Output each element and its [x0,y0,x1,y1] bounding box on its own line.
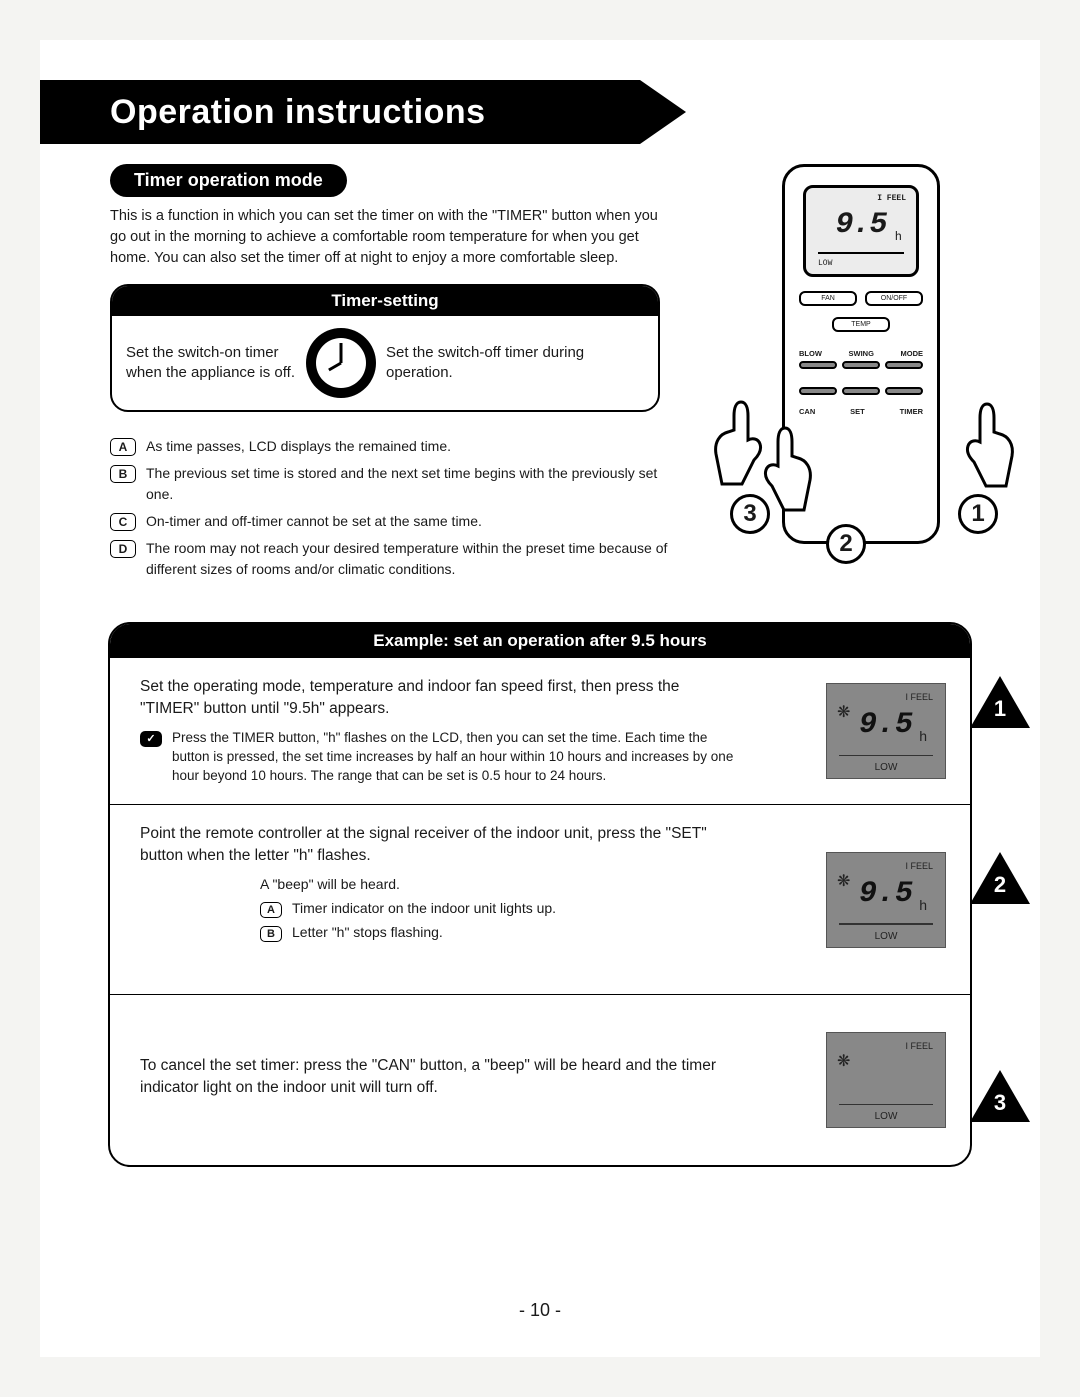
page-number: - 10 - [40,1300,1040,1321]
note-text: The room may not reach your desired temp… [146,538,670,580]
intro-text: This is a function in which you can set … [110,206,660,269]
label-mode: MODE [901,349,924,358]
notes-list: A As time passes, LCD displays the remai… [110,436,670,586]
page: Operation instructions Timer operation m… [40,40,1040,1357]
timer-setting-body: Set the switch-on timer when the applian… [112,316,658,410]
label-set: SET [850,407,865,416]
remote-temp-button: TEMP [832,317,890,332]
lcd-top: I FEEL [905,1041,933,1051]
step-circle-3: 3 [730,494,770,534]
label-can: CAN [799,407,815,416]
note-c: C On-timer and off-timer cannot be set a… [110,511,670,532]
note-a: A As time passes, LCD displays the remai… [110,436,670,457]
lcd-unit: h [895,230,902,244]
note-key: B [260,926,282,942]
step-sub: ✓ Press the TIMER button, "h" flashes on… [140,729,740,786]
fan-icon: ❋ [837,1051,850,1071]
step-main-text: Set the operating mode, temperature and … [140,676,740,719]
lcd-low: LOW [827,762,945,773]
remote-fan-button: FAN [799,291,857,306]
note-key-c: C [110,513,136,531]
clock-icon [306,328,376,398]
lcd-value: 9.5 [827,877,945,911]
lcd-low: LOW [827,931,945,942]
subnote-text: Timer indicator on the indoor unit light… [292,900,556,918]
hand-icon [706,394,776,494]
lcd-top: I FEEL [905,861,933,871]
remote-lcd: I FEEL 9.5 h LOW [803,185,919,277]
step-triangle-1: 1 [970,676,1030,728]
step-sub-text: Press the TIMER button, "h" flashes on t… [172,729,740,786]
note-key: A [260,902,282,918]
note-text: On-timer and off-timer cannot be set at … [146,511,482,532]
step-triangle-2: 2 [970,852,1030,904]
label-timer: TIMER [900,407,923,416]
lcd-value: 9.5 [827,708,945,742]
lcd-screenshot: ❋ I FEEL 9.5 h LOW [826,683,946,779]
remote-timer-button [885,387,923,395]
note-text: The previous set time is stored and the … [146,463,670,505]
timer-setting-heading: Timer-setting [112,286,658,316]
timer-setting-right: Set the switch-off timer during operatio… [386,343,586,384]
banner-title: Operation instructions [40,80,640,144]
note-key-d: D [110,540,136,558]
lcd-h: h [919,728,927,744]
lcd-top-label: I FEEL [877,194,906,203]
lcd-bottom-label: LOW [818,259,832,268]
remote-mode-button [885,361,923,369]
subnote-text: Letter "h" stops flashing. [292,924,443,942]
step-main-text: To cancel the set timer: press the "CAN"… [140,1055,740,1098]
lcd-h: h [919,897,927,913]
note-key-b: B [110,465,136,483]
subnote-a: A Timer indicator on the indoor unit lig… [260,900,740,918]
label-blow: BLOW [799,349,822,358]
subnote-b: B Letter "h" stops flashing. [260,924,740,942]
checkmark-icon: ✓ [140,731,162,747]
example-box: Example: set an operation after 9.5 hour… [108,622,972,1167]
lcd-top: I FEEL [905,692,933,702]
note-key-a: A [110,438,136,456]
lcd-screenshot: ❋ I FEEL 9.5 h LOW [826,852,946,948]
lcd-screenshot: ❋ I FEEL LOW [826,1032,946,1128]
example-heading: Example: set an operation after 9.5 hour… [110,624,970,658]
example-step-2: Point the remote controller at the signa… [110,805,970,995]
step-main-text: Point the remote controller at the signa… [140,823,740,866]
remote-onoff-button: ON/OFF [865,291,923,306]
remote-set-button [842,387,880,395]
timer-setting-left: Set the switch-on timer when the applian… [126,343,296,384]
example-step-1: Set the operating mode, temperature and … [110,658,970,805]
beep-text: A "beep" will be heard. [260,876,740,892]
note-d: D The room may not reach your desired te… [110,538,670,580]
remote-illustration: I FEEL 9.5 h LOW FAN ON/OFF TEMP BLOW SW… [706,164,1016,594]
section-pill-timer-mode: Timer operation mode [110,164,347,197]
remote-blow-button [799,361,837,369]
step-triangle-3: 3 [970,1070,1030,1122]
example-step-3: To cancel the set timer: press the "CAN"… [110,995,970,1165]
hand-icon [952,396,1022,496]
timer-setting-box: Timer-setting Set the switch-on timer wh… [110,284,660,412]
note-text: As time passes, LCD displays the remaine… [146,436,451,457]
step-circle-1: 1 [958,494,998,534]
lcd-low: LOW [827,1111,945,1122]
remote-can-button [799,387,837,395]
note-b: B The previous set time is stored and th… [110,463,670,505]
step-circle-2: 2 [826,524,866,564]
remote-swing-button [842,361,880,369]
label-swing: SWING [849,349,874,358]
